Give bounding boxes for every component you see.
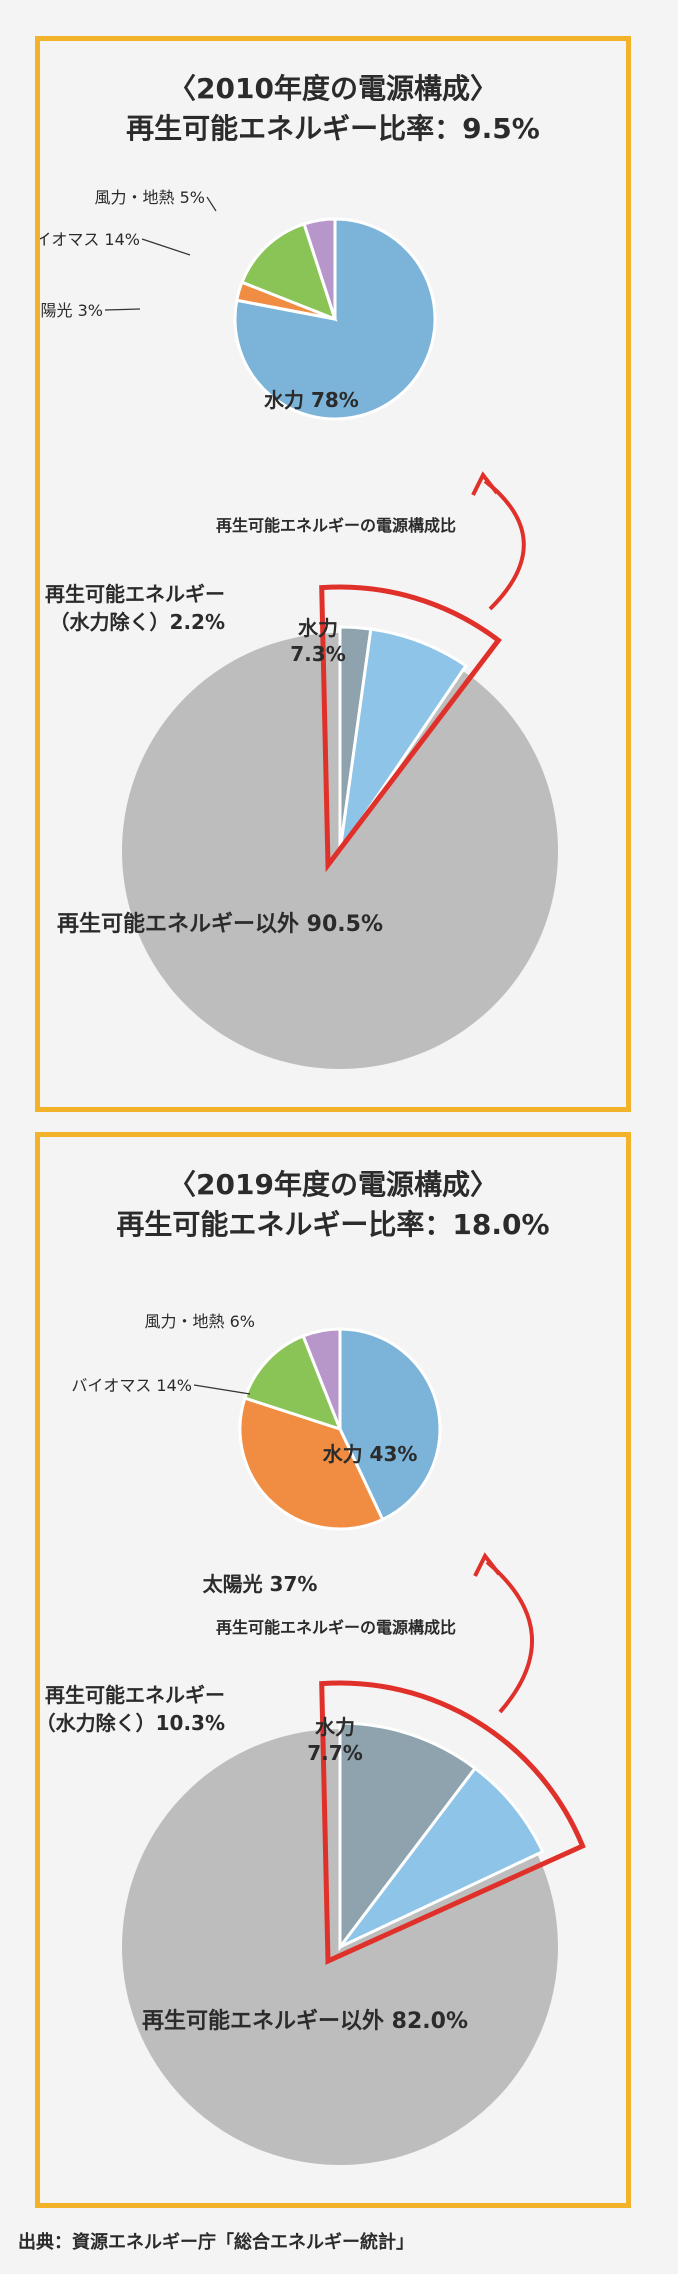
- sub-pie-label-1-2: バイオマス 14%: [71, 1376, 192, 1395]
- sub-pie-leader-0-2: [141, 238, 191, 256]
- panel-2019: 〈2019年度の電源構成〉 再生可能エネルギー比率：18.0% 水力 43% 太陽…: [35, 1132, 631, 2208]
- chart-subtitle-2010: 再生可能エネルギー比率：9.5%: [126, 112, 540, 145]
- sub-pie-caption-0: 再生可能エネルギーの電源構成比: [216, 516, 456, 535]
- sub-pie-leader-0-1: [104, 308, 141, 311]
- main-label-0-2: 再生可能エネルギー以外 90.5%: [57, 911, 383, 937]
- main-pie-slice-1-0: [338, 1721, 478, 1952]
- main-label-1-0a: 再生可能エネルギー: [45, 1683, 225, 1707]
- link-arrowhead-1: [473, 1552, 501, 1577]
- sub-pie-label-1-0: 水力 43%: [323, 1442, 418, 1466]
- sub-pie-slice-0-3: [302, 217, 337, 320]
- sub-pie-label-1-3: 風力・地熱 6%: [145, 1312, 255, 1331]
- link-arrow-1: [485, 1560, 534, 1714]
- main-label-1-2: 再生可能エネルギー以外 82.0%: [142, 2008, 468, 2034]
- chart-title-2010: 〈2010年度の電源構成〉: [168, 72, 498, 105]
- main-pie-slice-1-1: [338, 1766, 545, 1949]
- sub-pie-label-0-2: バイオマス 14%: [40, 230, 140, 249]
- main-label-1-0b: （水力除く）10.3%: [40, 1711, 225, 1735]
- sub-pie-slice-1-3: [301, 1327, 342, 1430]
- main-label-1-1b: 7.7%: [307, 1741, 362, 1765]
- main-label-0-0b: （水力除く）2.2%: [50, 610, 225, 634]
- link-arrow-0: [483, 479, 526, 611]
- sub-pie-label-0-0: 水力 78%: [264, 388, 359, 412]
- sub-pie-slice-1-0: [338, 1327, 442, 1522]
- main-label-1-1a: 水力: [315, 1715, 355, 1739]
- chart-title-2019: 〈2019年度の電源構成〉: [168, 1168, 498, 1201]
- chart-svg-2010: 水力 78% 太陽光 3% バイオマス 14% 風力・地熱 5% 再生可能エネルギーの電…: [40, 188, 559, 1069]
- panel-2010: 〈2010年度の電源構成〉 再生可能エネルギー比率：9.5% 水力 78% 太陽光…: [35, 36, 631, 1112]
- sub-pie-label-1-1: 太陽光 37%: [203, 1572, 318, 1596]
- main-label-0-0a: 再生可能エネルギー: [45, 582, 225, 606]
- renewable-highlight-1: [319, 1680, 586, 1965]
- chart-svg-2019: 水力 43% 太陽光 37% バイオマス 14% 風力・地熱 6% 再生可能エネルギーの…: [40, 1312, 586, 2165]
- sub-pie-leader-1-2: [193, 1384, 251, 1395]
- sub-pie-leader-0-3: [206, 196, 217, 212]
- sub-pie-slice-1-1: [238, 1396, 385, 1531]
- main-label-0-1b: 7.3%: [290, 642, 345, 666]
- sub-pie-caption-1: 再生可能エネルギーの電源構成比: [216, 1618, 456, 1637]
- main-pie-slice-0-1: [338, 627, 468, 852]
- link-arrowhead-0: [471, 471, 499, 496]
- sub-pie-slice-1-2: [243, 1334, 343, 1432]
- sub-pie-label-0-3: 風力・地熱 5%: [95, 188, 205, 207]
- source-note: 出典：資源エネルギー庁「総合エネルギー統計」: [18, 2232, 414, 2253]
- chart-subtitle-2019: 再生可能エネルギー比率：18.0%: [116, 1208, 550, 1241]
- main-label-0-1a: 水力: [298, 616, 338, 640]
- sub-pie-label-0-1: 太陽光 3%: [40, 301, 103, 320]
- renewable-highlight-0: [319, 584, 502, 873]
